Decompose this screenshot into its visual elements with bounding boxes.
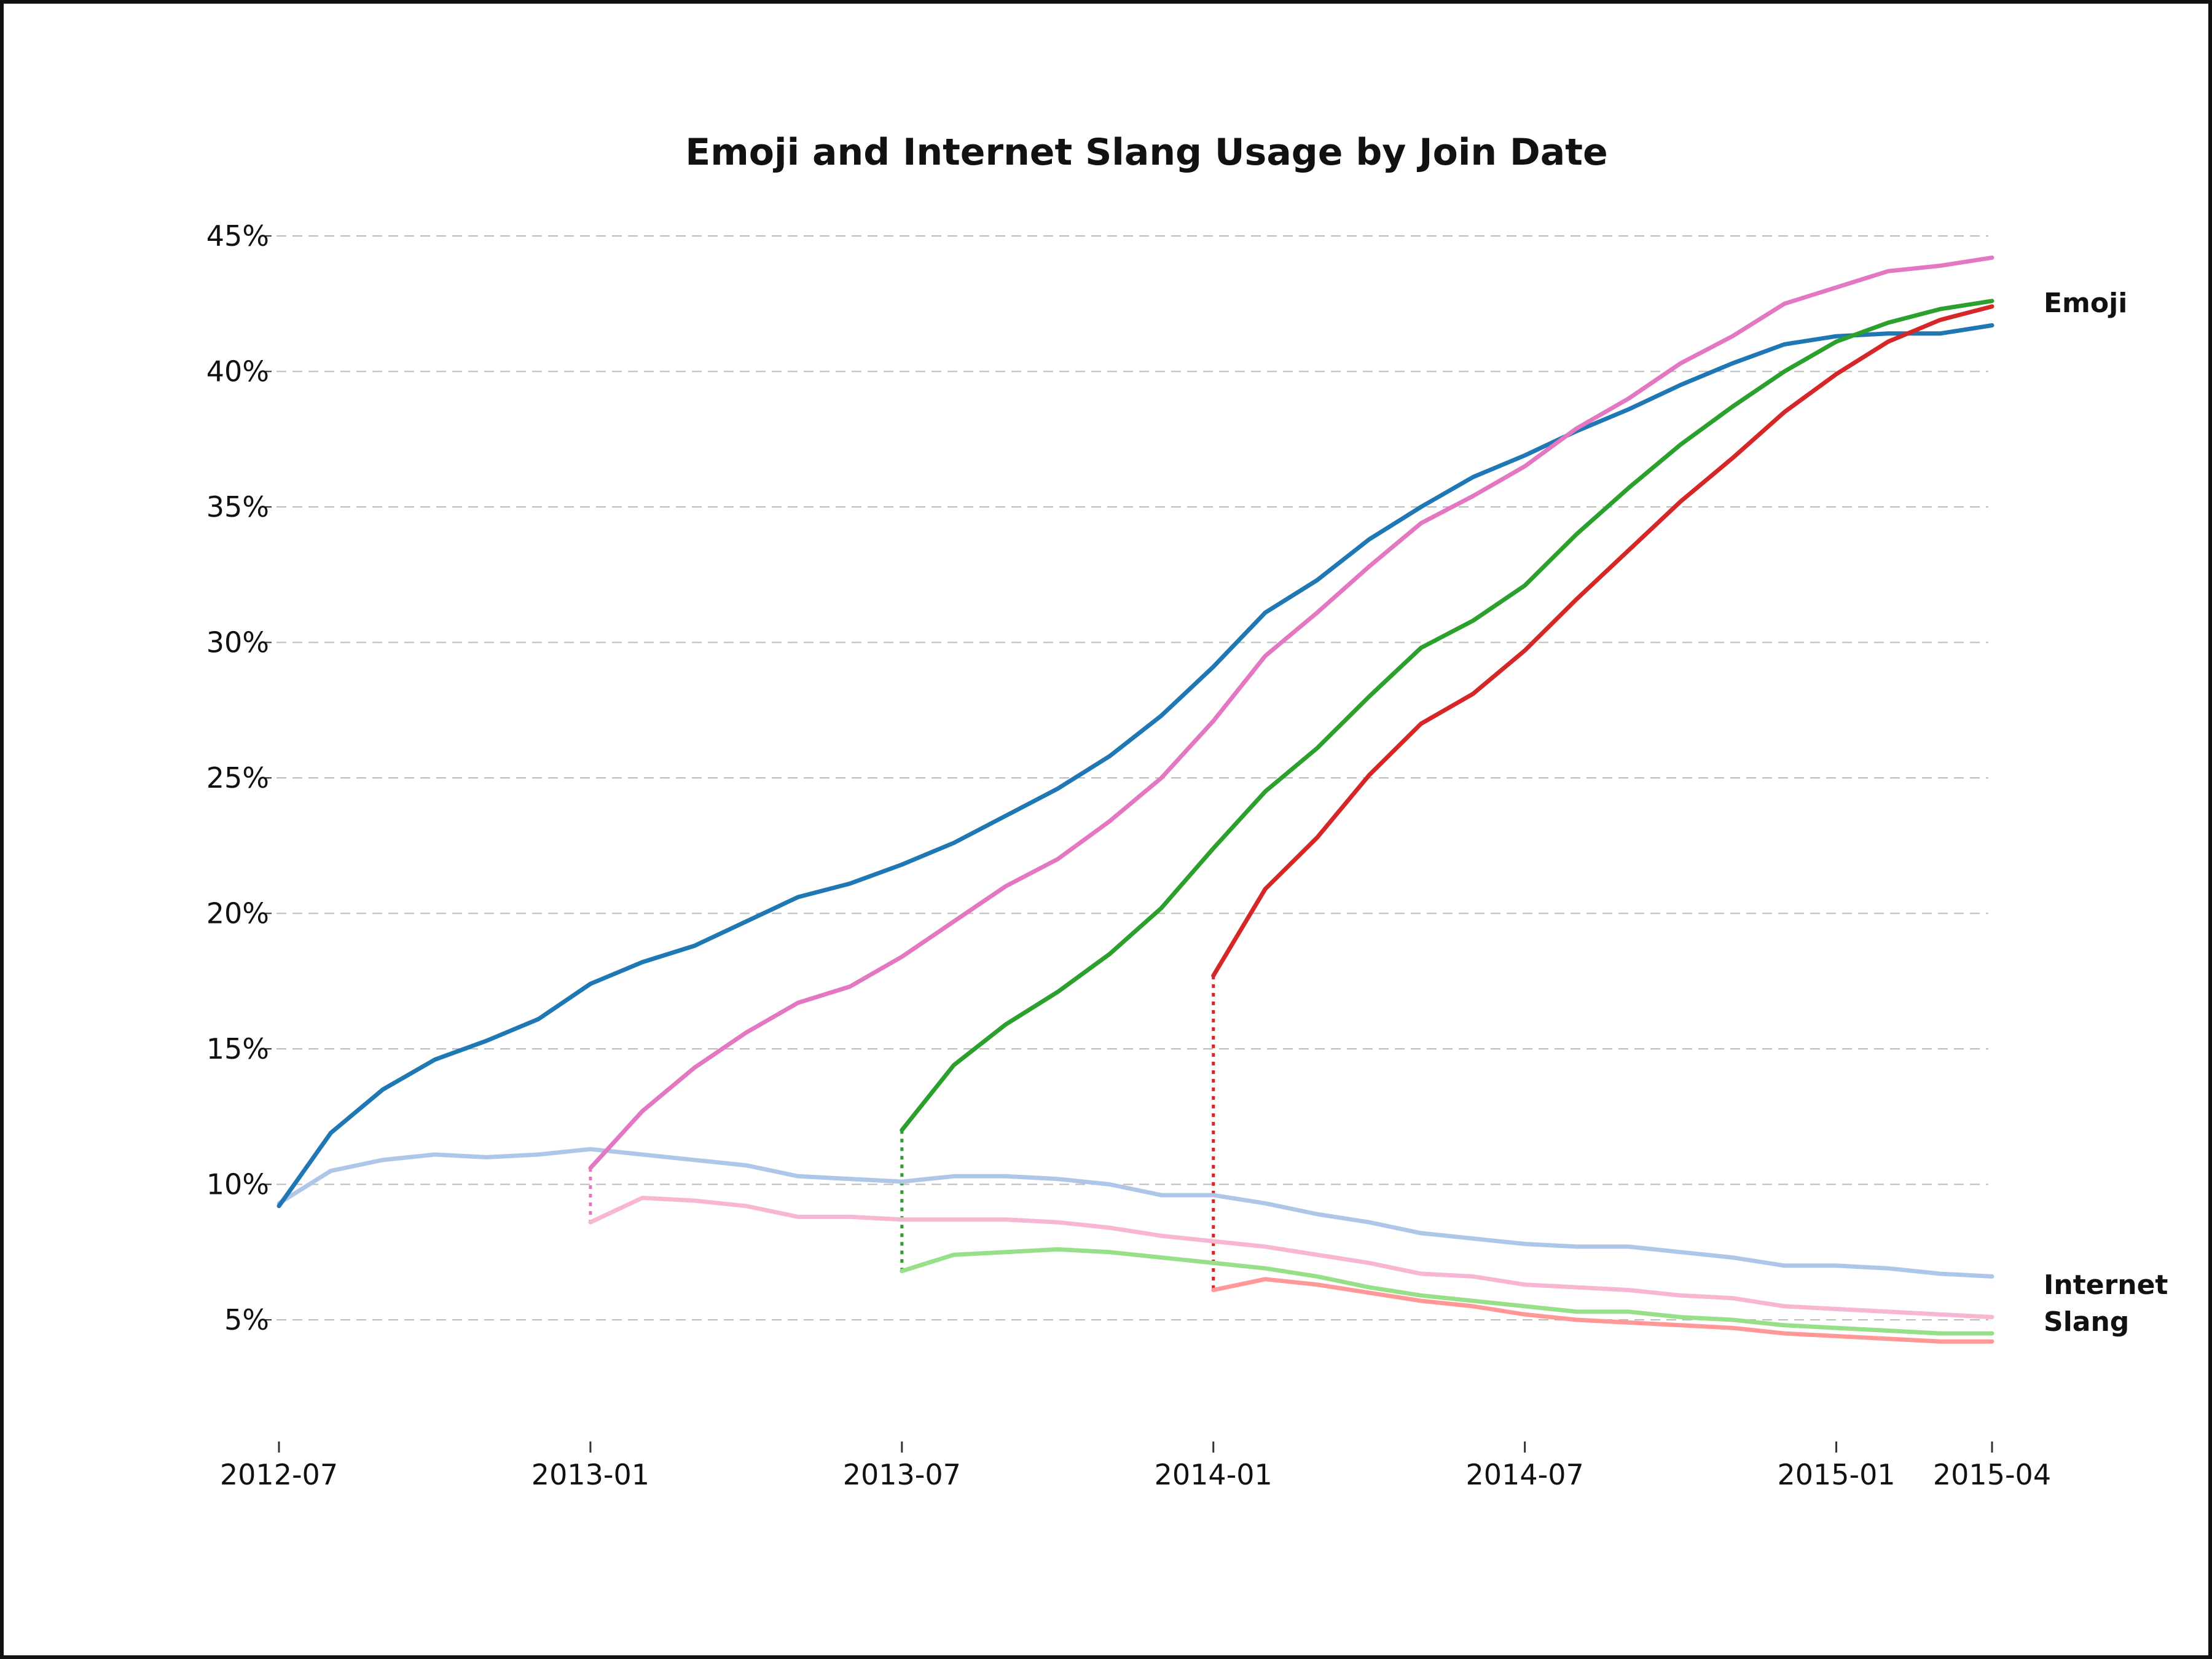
y-tick-label-35: 35% (206, 490, 269, 524)
y-tick-label-15: 15% (206, 1032, 269, 1065)
x-tick-label-2012-07: 2012-07 (220, 1458, 338, 1491)
x-tick-label-2014-01: 2014-01 (1155, 1458, 1273, 1491)
emoji-series-line-2013-01 (588, 255, 1994, 1171)
y-tick-label-10: 10% (206, 1168, 269, 1201)
series-lines (276, 255, 1994, 1344)
x-tick-label-2015-01: 2015-01 (1777, 1458, 1895, 1491)
slang-series-line-2014-01 (1211, 1277, 1994, 1344)
y-tick-label-25: 25% (206, 761, 269, 794)
y-tick-label-5: 5% (224, 1303, 269, 1336)
y-tick-label-45: 45% (206, 219, 269, 253)
gridlines (276, 235, 1988, 1320)
x-tick-label-2015-04: 2015-04 (1933, 1458, 2051, 1491)
emoji-series-line-2012-07 (276, 323, 1994, 1209)
y-tick-label-40: 40% (206, 355, 269, 388)
internet-slang-end-label-line1: Internet (2044, 1269, 2168, 1301)
x-tick-label-2013-01: 2013-01 (531, 1458, 649, 1491)
chart-title: Emoji and Internet Slang Usage by Join D… (685, 131, 1607, 174)
emoji-series-line-2014-01 (1211, 304, 1994, 978)
slang-series-line-2013-07 (900, 1247, 1994, 1336)
end-labels: Emoji Internet Slang (2044, 288, 2168, 1338)
internet-slang-end-label-line2: Slang (2044, 1306, 2129, 1338)
x-tick-label-2014-07: 2014-07 (1466, 1458, 1584, 1491)
x-axis: 2012-07 2013-01 2013-07 2014-01 2014-07 2015-… (220, 1441, 2051, 1491)
line-chart: Emoji and Internet Slang Usage by Join D… (206, 131, 2168, 1491)
y-tick-label-20: 20% (206, 897, 269, 930)
y-axis: 5% 10% 15% 20% 25% 30% 35% 40% 45% (206, 219, 272, 1336)
slang-series-line-2013-01 (588, 1196, 1994, 1320)
slang-series-line-2012-07 (276, 1147, 1994, 1279)
x-tick-label-2013-07: 2013-07 (843, 1458, 961, 1491)
series-connectors (589, 975, 1215, 1290)
y-tick-label-30: 30% (206, 626, 269, 659)
emoji-series-line-2013-07 (900, 299, 1994, 1132)
emoji-end-label: Emoji (2044, 288, 2127, 319)
